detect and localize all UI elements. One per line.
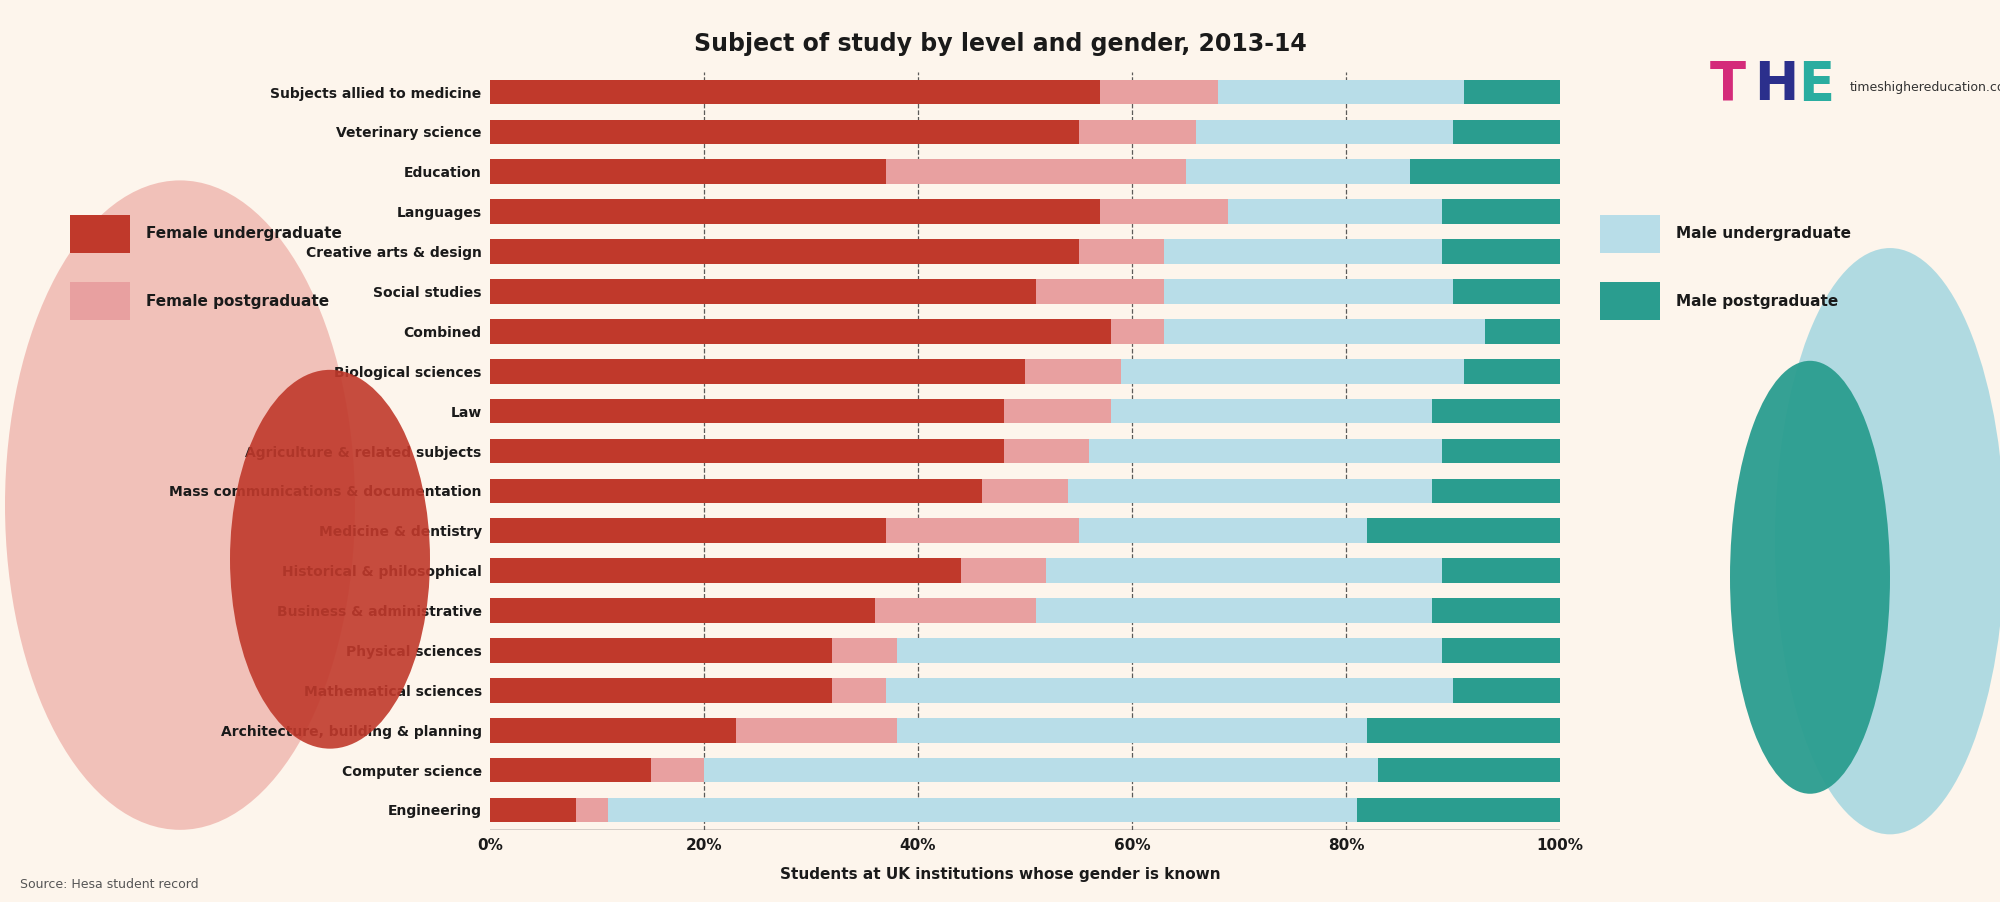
Bar (490, 558, 960, 583)
Bar (1228, 199, 1442, 224)
Bar (1110, 319, 1164, 344)
Bar (1100, 79, 1218, 105)
Bar (1410, 160, 1560, 184)
Bar (1452, 120, 1560, 144)
Bar (1090, 438, 1442, 464)
Bar (490, 797, 576, 823)
Bar (1378, 758, 1560, 782)
Bar (490, 319, 1110, 344)
Bar (1024, 359, 1122, 383)
Bar (1452, 678, 1560, 703)
Bar (876, 598, 1036, 623)
Bar (490, 678, 832, 703)
Bar (490, 758, 650, 782)
Bar (608, 797, 1356, 823)
Bar (1464, 79, 1560, 105)
Bar (1078, 120, 1196, 144)
Bar (1164, 319, 1486, 344)
Bar (1100, 199, 1228, 224)
Bar (1036, 279, 1164, 304)
Bar (650, 758, 704, 782)
Bar (960, 558, 1046, 583)
Bar (1432, 399, 1560, 423)
Bar (1368, 718, 1560, 742)
Bar (886, 160, 1186, 184)
Text: Source: Hesa student record: Source: Hesa student record (20, 879, 198, 891)
Bar (490, 399, 1004, 423)
Bar (1368, 519, 1560, 543)
Bar (1186, 160, 1410, 184)
Bar (1452, 279, 1560, 304)
Bar (736, 718, 896, 742)
Bar (1068, 479, 1432, 503)
Bar (896, 718, 1368, 742)
Bar (1110, 399, 1432, 423)
Bar (832, 638, 896, 663)
Bar (1078, 239, 1164, 264)
Bar (490, 359, 1024, 383)
Text: Female undergraduate: Female undergraduate (146, 226, 342, 241)
Text: H: H (1754, 59, 1798, 111)
Bar (490, 638, 832, 663)
Bar (490, 438, 1004, 464)
Bar (1442, 638, 1560, 663)
Bar (490, 199, 1100, 224)
Bar (1432, 598, 1560, 623)
Bar (1218, 79, 1464, 105)
Text: Students at UK institutions whose gender is known: Students at UK institutions whose gender… (780, 868, 1220, 882)
Text: E: E (1798, 59, 1834, 111)
Text: Female postgraduate: Female postgraduate (146, 294, 330, 308)
Bar (490, 120, 1078, 144)
Bar (896, 638, 1442, 663)
Bar (490, 718, 736, 742)
Bar (1464, 359, 1560, 383)
Bar (576, 797, 608, 823)
Bar (1356, 797, 1560, 823)
Text: Male undergraduate: Male undergraduate (1676, 226, 1852, 241)
Bar (490, 79, 1100, 105)
Text: Male postgraduate: Male postgraduate (1676, 294, 1838, 308)
Text: Subject of study by level and gender, 2013-14: Subject of study by level and gender, 20… (694, 32, 1306, 56)
Bar (490, 598, 876, 623)
Bar (1004, 438, 1090, 464)
Bar (490, 519, 886, 543)
Bar (490, 160, 886, 184)
Bar (886, 519, 1078, 543)
Bar (1164, 239, 1442, 264)
Bar (982, 479, 1068, 503)
Bar (1078, 519, 1368, 543)
Bar (886, 678, 1452, 703)
Bar (1004, 399, 1110, 423)
Bar (1164, 279, 1452, 304)
Bar (1196, 120, 1452, 144)
Bar (1046, 558, 1442, 583)
Bar (490, 479, 982, 503)
Bar (1486, 319, 1560, 344)
Bar (1036, 598, 1432, 623)
Bar (1442, 239, 1560, 264)
Bar (1442, 558, 1560, 583)
Bar (1122, 359, 1464, 383)
Bar (1442, 438, 1560, 464)
Bar (490, 279, 1036, 304)
Text: timeshighereducation.com: timeshighereducation.com (1850, 81, 2000, 94)
Bar (1442, 199, 1560, 224)
Bar (490, 239, 1078, 264)
Bar (1432, 479, 1560, 503)
Bar (704, 758, 1378, 782)
Bar (832, 678, 886, 703)
Text: T: T (1710, 59, 1746, 111)
